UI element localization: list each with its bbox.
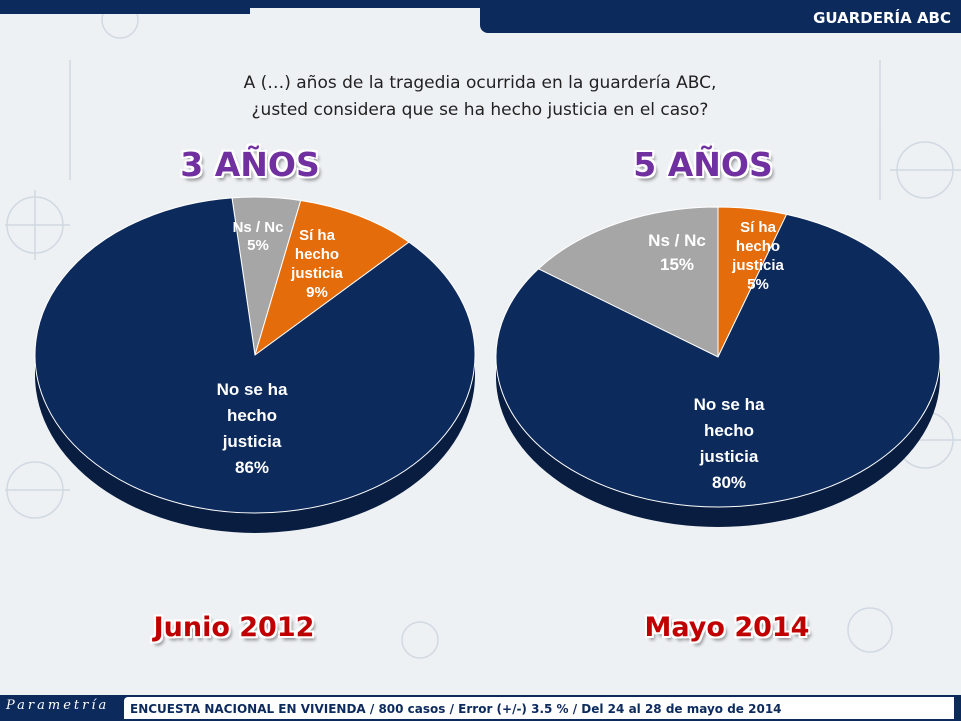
pie-value-label: 9% [306, 284, 328, 301]
survey-question: A (…) años de la tragedia ocurrida en la… [160, 70, 800, 124]
pie-category-label: hecho [736, 238, 780, 255]
pie-slice-0-1 [254, 199, 410, 357]
pie-category-label: Ns / Nc [233, 219, 284, 236]
pie-chart-2012: Ns / Nc 5% Sí ha hecho justicia 9% No se ha hec… [34, 196, 476, 533]
pie-label-0-1: Sí ha hecho justicia 9% [290, 227, 343, 301]
pie-slice-1-2 [495, 213, 941, 508]
pie-chart-2014: Ns / Nc 15% Sí ha hecho justicia 5% No se ha he… [495, 206, 941, 527]
pie-category-label: hecho [227, 406, 277, 425]
top-bar-accent [0, 0, 250, 14]
pie-title-left: 3 AÑOS [180, 145, 320, 184]
pie-category-label: Sí ha [740, 219, 777, 236]
question-line-1: A (…) años de la tragedia ocurrida en la… [243, 73, 717, 93]
pie-category-label: No se ha [694, 395, 765, 414]
pie-title-right: 5 AÑOS [633, 145, 773, 184]
pie-slice-0-2 [34, 197, 476, 514]
pie-slice-1-0 [537, 206, 719, 358]
date-label-right: Mayo 2014 [644, 612, 810, 643]
pie-label-1-1: Sí ha hecho justicia 5% [731, 219, 784, 293]
pie-category-label: Ns / Nc [648, 231, 706, 250]
pie-value-label: 86% [235, 458, 269, 477]
header-tag: GUARDERÍA ABC [480, 0, 961, 33]
pie-label-1-0: Ns / Nc 15% [648, 231, 706, 274]
pie-category-label: No se ha [217, 380, 288, 399]
date-label-left: Junio 2012 [153, 612, 315, 643]
pie-value-label: 15% [660, 255, 694, 274]
pie-label-1-2: No se ha hecho justicia 80% [694, 395, 765, 492]
pie-category-label: hecho [295, 246, 339, 263]
pie-label-0-0: Ns / Nc 5% [233, 219, 284, 254]
pie-category-label: justicia [290, 265, 343, 282]
pie-category-label: hecho [704, 421, 754, 440]
pie-category-label: justicia [699, 447, 759, 466]
pie-label-0-2: No se ha hecho justicia 86% [217, 380, 288, 477]
footer-logo: Parametría [6, 698, 110, 713]
footer-survey-note: ENCUESTA NACIONAL EN VIVIENDA / 800 caso… [124, 697, 954, 719]
pie-value-label: 5% [247, 237, 269, 254]
pie-category-label: justicia [222, 432, 282, 451]
pie-value-label: 80% [712, 473, 746, 492]
pie-category-label: justicia [731, 257, 784, 274]
pie-category-label: Sí ha [299, 227, 336, 244]
pie-value-label: 5% [747, 276, 769, 293]
question-line-2: ¿usted considera que se ha hecho justici… [251, 100, 709, 120]
